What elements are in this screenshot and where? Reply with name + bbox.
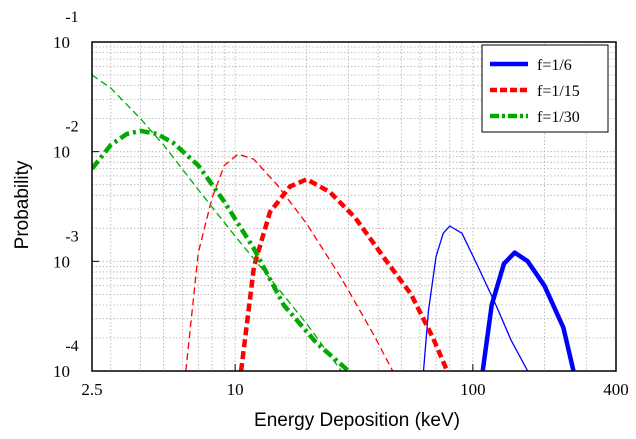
x-tick-label: 100 [460, 380, 486, 399]
plot-series [92, 74, 576, 371]
y-tick-exponent: -2 [65, 119, 78, 136]
y-tick-label: 10 [53, 362, 70, 381]
series-line-5 [92, 128, 351, 371]
axis-ticks: 2.5 10 100 400 10 -1 10 -2 10 -3 10 -4 [53, 9, 629, 399]
x-tick-label: 10 [227, 380, 244, 399]
legend-label-3: f=1/30 [537, 109, 580, 126]
series-line-2 [422, 225, 529, 371]
x-tick-label: 400 [603, 380, 629, 399]
y-tick-exponent: -3 [65, 228, 78, 245]
legend-label-2: f=1/15 [537, 83, 580, 100]
y-axis-title: Probability [12, 160, 33, 249]
y-tick-exponent: -1 [65, 9, 78, 26]
x-tick-label: 2.5 [81, 380, 102, 399]
y-tick-exponent: -4 [65, 338, 78, 355]
series-line-6 [92, 74, 342, 371]
series-line-3 [238, 177, 450, 371]
y-tick-label: 10 [53, 252, 70, 271]
x-axis-title: Energy Deposition (keV) [254, 410, 460, 431]
series-line-1 [480, 250, 576, 371]
y-tick-label: 10 [53, 33, 70, 52]
plot-frame [91, 41, 617, 372]
legend-label-1: f=1/6 [537, 57, 572, 74]
y-tick-label: 10 [53, 143, 70, 162]
legend: f=1/6 f=1/15 f=1/30 [481, 44, 609, 133]
series-line-4 [185, 153, 394, 371]
